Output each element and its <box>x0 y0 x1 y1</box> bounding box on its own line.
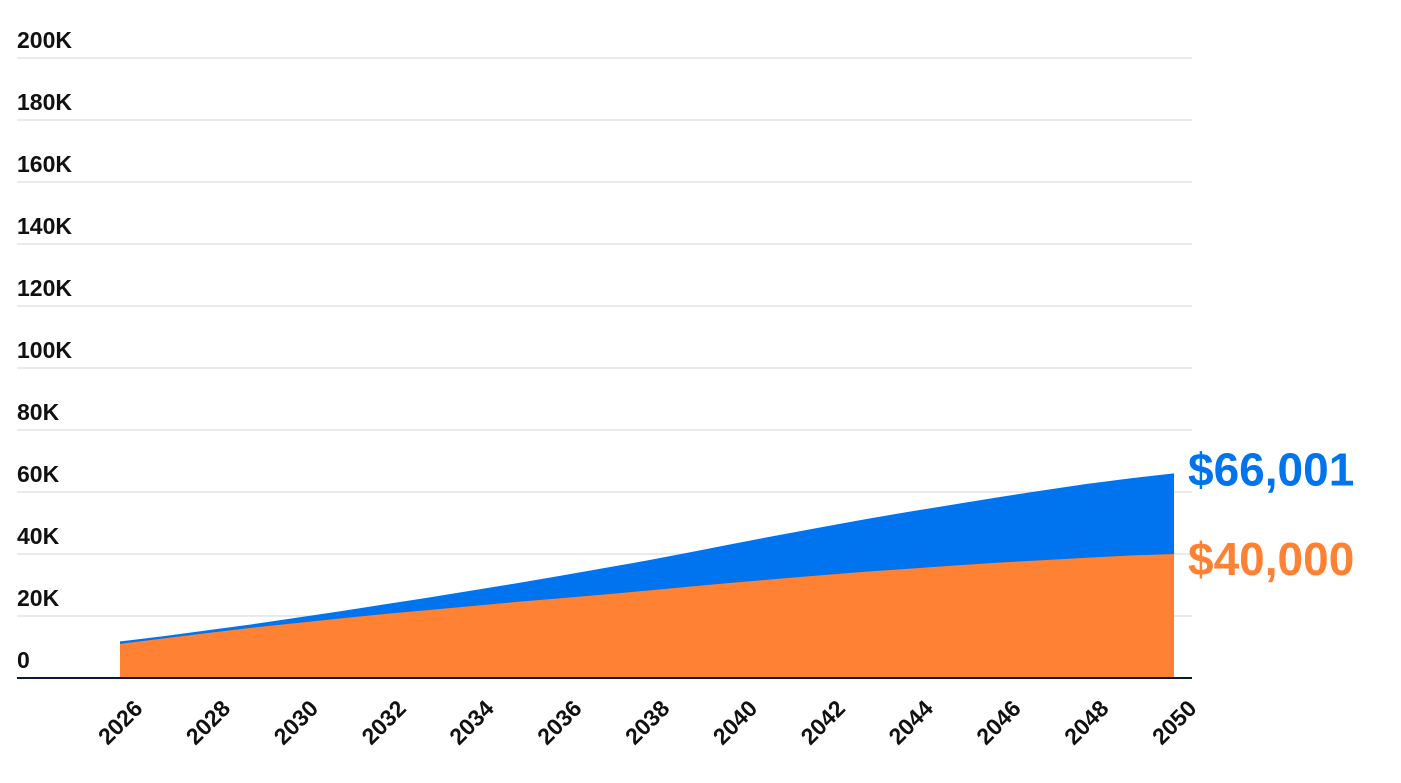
end-label-blue: $66,001 <box>1188 443 1354 495</box>
x-tick-label: 2042 <box>796 695 851 750</box>
x-tick-label: 2044 <box>883 695 938 750</box>
y-tick-label: 120K <box>17 275 72 301</box>
x-tick-label: 2036 <box>532 695 587 750</box>
y-axis-ticks: 0 20K 40K 60K 80K 100K 120K 140K 160K 180K 200K <box>17 27 72 673</box>
end-labels: $66,001 $40,000 <box>1188 443 1354 585</box>
x-tick-label: 2046 <box>971 695 1026 750</box>
y-tick-label: 60K <box>17 461 60 487</box>
x-tick-label: 2034 <box>444 695 499 750</box>
y-tick-label: 160K <box>17 151 72 177</box>
end-label-orange: $40,000 <box>1188 533 1354 585</box>
area-series-orange <box>120 554 1174 678</box>
y-tick-label: 140K <box>17 213 72 239</box>
y-tick-label: 200K <box>17 27 72 53</box>
y-tick-label: 20K <box>17 585 60 611</box>
y-tick-label: 100K <box>17 337 72 363</box>
gridlines <box>17 57 1192 617</box>
x-tick-label: 2040 <box>708 695 763 750</box>
x-tick-label: 2030 <box>269 695 324 750</box>
y-tick-label: 80K <box>17 399 60 425</box>
x-tick-label: 2048 <box>1059 695 1114 750</box>
y-tick-label: 0 <box>17 647 30 673</box>
x-tick-label: 2028 <box>181 695 236 750</box>
x-tick-label: 2038 <box>620 695 675 750</box>
y-tick-label: 180K <box>17 89 72 115</box>
x-tick-label: 2050 <box>1147 695 1202 750</box>
plot-areas <box>120 473 1174 678</box>
x-tick-label: 2026 <box>93 695 148 750</box>
x-axis-ticks: 2026 2028 2030 2032 2034 2036 2038 2040 2042 2044… <box>93 695 1202 750</box>
y-tick-label: 40K <box>17 523 60 549</box>
x-tick-label: 2032 <box>356 695 411 750</box>
